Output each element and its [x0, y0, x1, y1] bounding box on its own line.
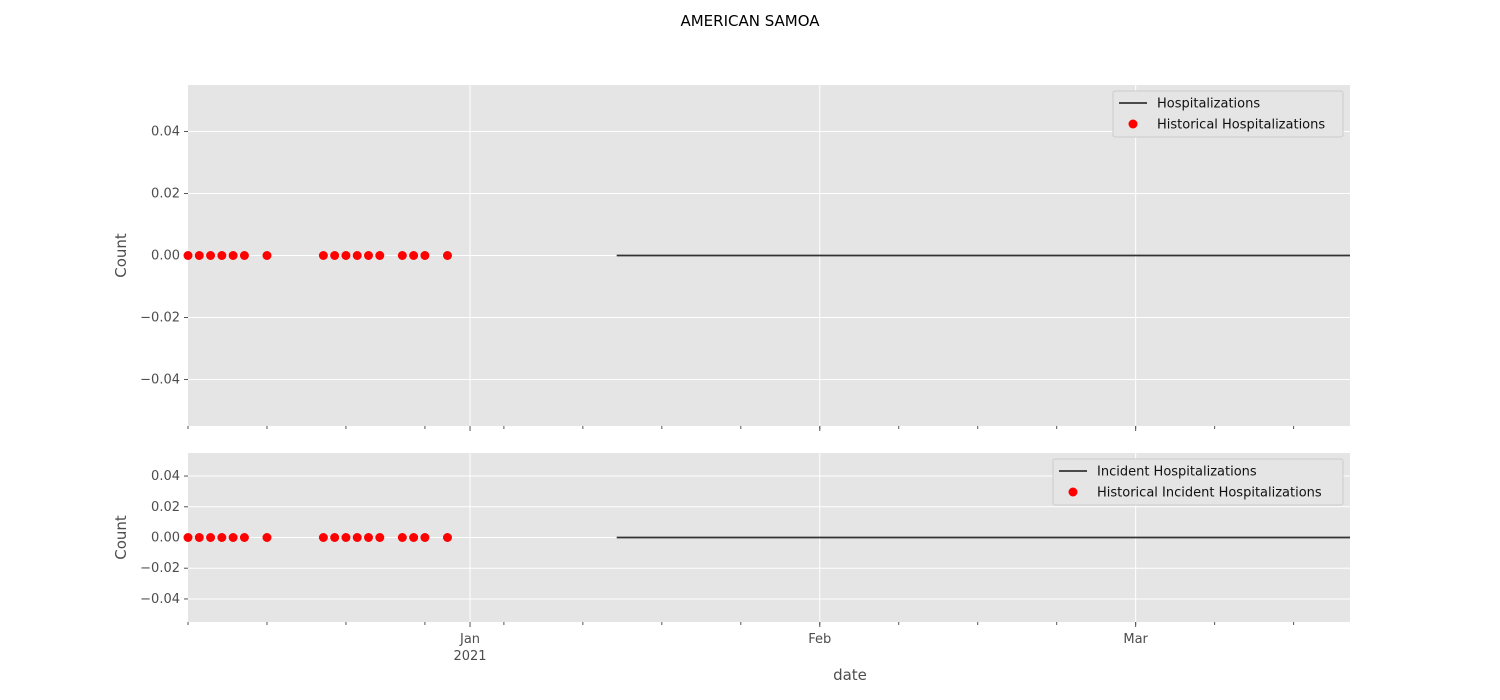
data-point	[375, 251, 385, 260]
data-point	[397, 251, 407, 260]
y-tick-label: 0.02	[151, 187, 180, 202]
data-point	[239, 533, 249, 542]
legend-entry-label: Historical Hospitalizations	[1157, 118, 1325, 133]
data-point	[262, 251, 272, 260]
data-point	[183, 533, 193, 542]
data-point	[352, 533, 362, 542]
y-tick-label: −0.02	[140, 311, 180, 326]
data-point	[352, 251, 362, 260]
x-tick-label: Feb	[808, 632, 831, 647]
legend-entry-label: Incident Hospitalizations	[1097, 465, 1257, 480]
x-tick-label: Jan	[459, 632, 480, 647]
legend-box	[1112, 90, 1344, 138]
data-point	[228, 251, 238, 260]
data-point	[262, 533, 272, 542]
data-point	[217, 251, 227, 260]
y-tick-label: 0.00	[151, 249, 180, 264]
x-tick-sublabel: 2021	[453, 649, 486, 664]
data-point	[330, 251, 340, 260]
y-tick-label: 0.04	[151, 469, 180, 484]
data-point	[330, 533, 340, 542]
data-point	[442, 533, 452, 542]
chart-bottom-incident-hospitalizations: −0.04 −0.02 0.00 0.02 0.04 Jan 2021 Feb Mar Count…	[112, 453, 1350, 684]
legend: Incident Hospitalizations Historical Inci…	[1052, 458, 1344, 506]
x-axis-label: date	[833, 666, 867, 684]
y-tick-label: −0.04	[140, 373, 180, 388]
data-point	[194, 533, 204, 542]
data-point	[364, 533, 374, 542]
data-point	[420, 251, 430, 260]
data-point	[318, 251, 328, 260]
y-axis-label: Count	[112, 233, 130, 278]
legend-box	[1052, 458, 1344, 506]
y-tick-label: 0.00	[151, 531, 180, 546]
legend-point-swatch	[1068, 487, 1078, 497]
data-point	[375, 533, 385, 542]
data-point	[420, 533, 430, 542]
data-point	[409, 251, 419, 260]
data-point	[217, 533, 227, 542]
data-point	[409, 533, 419, 542]
data-point	[239, 251, 249, 260]
data-point	[397, 533, 407, 542]
data-point	[228, 533, 238, 542]
y-axis-label: Count	[112, 515, 130, 560]
legend-entry-label: Hospitalizations	[1157, 97, 1260, 112]
y-tick-label: 0.02	[151, 500, 180, 515]
y-tick-label: −0.04	[140, 592, 180, 607]
chart-top-hospitalizations: −0.04 −0.02 0.00 0.02 0.04 Count Hospitalizati…	[112, 85, 1350, 431]
legend-entry-label: Historical Incident Hospitalizations	[1097, 486, 1322, 501]
data-point	[183, 251, 193, 260]
legend: Hospitalizations Historical Hospitalizati…	[1112, 90, 1344, 138]
x-tick-label: Mar	[1123, 632, 1148, 647]
figure-title: AMERICAN SAMOA	[680, 12, 820, 30]
data-point	[341, 533, 351, 542]
data-point	[364, 251, 374, 260]
data-point	[206, 533, 216, 542]
legend-point-swatch	[1128, 119, 1138, 129]
data-point	[341, 251, 351, 260]
y-tick-label: 0.04	[151, 125, 180, 140]
data-point	[206, 251, 216, 260]
data-point	[318, 533, 328, 542]
data-point	[442, 251, 452, 260]
data-point	[194, 251, 204, 260]
y-tick-label: −0.02	[140, 561, 180, 576]
